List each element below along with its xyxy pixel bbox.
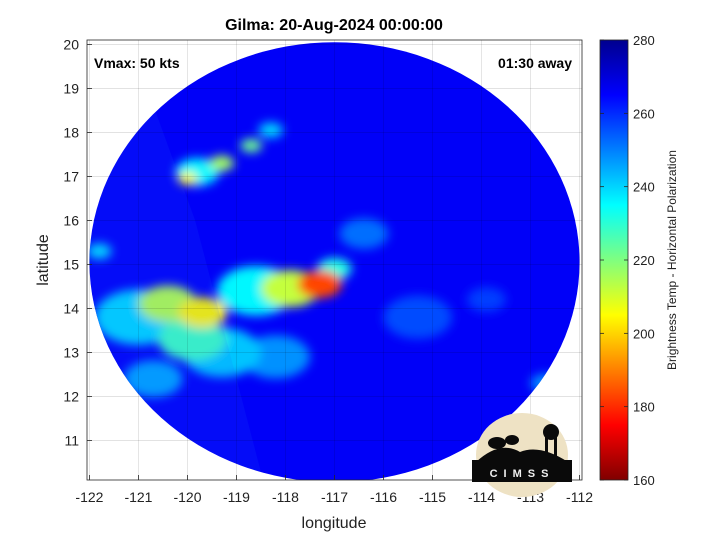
y-tick-label: 12 — [63, 388, 79, 404]
time-away-annotation: 01:30 away — [498, 55, 572, 71]
data-layer — [89, 42, 580, 480]
data-feature — [383, 295, 453, 339]
x-tick-label: -121 — [124, 489, 152, 505]
colorbar-tick-label: 240 — [633, 180, 655, 195]
vmax-annotation: Vmax: 50 kts — [94, 55, 180, 71]
x-tick-label: -117 — [321, 489, 348, 505]
y-axis-label: latitude — [35, 234, 52, 286]
y-tick-label: 15 — [63, 256, 79, 272]
swath-features — [89, 122, 560, 398]
x-tick-label: -115 — [419, 489, 446, 505]
x-tick-label: -122 — [75, 489, 103, 505]
x-tick-label: -116 — [370, 489, 397, 505]
chart-title: Gilma: 20-Aug-2024 00:00:00 — [225, 17, 443, 34]
grid — [87, 40, 582, 480]
satellite-dish-icon — [488, 437, 506, 449]
logo-text: CIMSS — [490, 468, 555, 480]
x-axis-label: longitude — [302, 515, 367, 532]
water-tower-icon — [543, 424, 559, 440]
y-tick-label: 13 — [63, 344, 79, 360]
colorbar-tick-label: 160 — [633, 473, 655, 488]
data-feature — [297, 270, 342, 299]
colorbar-ticks: 160 180 200 220 240 260 280 — [600, 33, 655, 488]
x-tick-label: -118 — [272, 489, 299, 505]
y-ticks: 11 12 13 14 15 16 17 18 19 20 — [63, 36, 92, 448]
colorbar-tick-label: 180 — [633, 400, 655, 415]
y-tick-label: 16 — [63, 212, 79, 228]
y-tick-label: 18 — [63, 124, 79, 140]
colorbar-label: Brightness Temp - Horizontal Polarizatio… — [665, 150, 679, 370]
data-feature — [240, 138, 262, 153]
axes-box — [86, 39, 583, 481]
data-feature — [89, 243, 112, 259]
y-tick-label: 19 — [63, 80, 79, 96]
colorbar-tick-label: 220 — [633, 253, 655, 268]
data-feature — [209, 155, 235, 171]
data-feature — [258, 122, 284, 138]
y-tick-label: 17 — [63, 168, 79, 184]
data-feature — [177, 297, 227, 329]
data-feature — [466, 287, 507, 312]
y-tick-label: 20 — [63, 36, 79, 52]
colorbar-tick-label: 280 — [633, 33, 655, 48]
colorbar-tick-label: 260 — [633, 106, 655, 121]
colorbar-tick-label: 200 — [633, 326, 655, 341]
data-feature — [177, 172, 198, 185]
y-tick-label: 14 — [63, 300, 79, 316]
data-feature — [123, 360, 183, 398]
y-tick-label: 11 — [64, 432, 79, 448]
colorbar — [599, 39, 629, 481]
x-tick-label: -120 — [173, 489, 201, 505]
data-feature — [339, 218, 389, 250]
x-tick-label: -119 — [223, 489, 250, 505]
x-tick-label: -114 — [468, 489, 495, 505]
x-tick-label: -112 — [566, 489, 593, 505]
data-feature — [158, 317, 227, 361]
cimss-logo: CIMSS — [472, 413, 572, 497]
